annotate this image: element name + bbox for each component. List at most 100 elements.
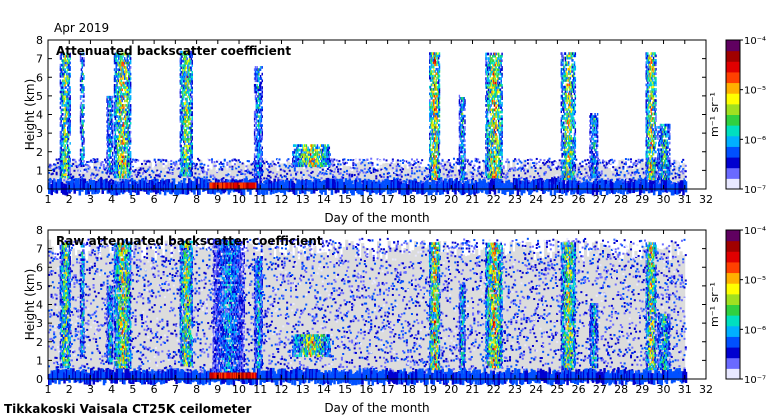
speckle-cell [270,165,273,168]
cloud-cell [62,108,65,112]
speckle-cell [144,177,147,180]
speckle-cell [202,166,205,169]
boundary-layer-cell [203,179,206,191]
speckle-cell [641,167,644,170]
speckle-cell [102,167,105,170]
speckle-cell [137,173,140,176]
footer-label: Tikkakoski Vaisala CT25K ceilometer [4,402,252,416]
boundary-layer-cell [58,179,61,191]
speckle-cell [526,170,529,173]
speckle-cell [272,171,275,174]
noise-cell [175,164,179,189]
speckle-cell [95,160,98,163]
speckle-cell [367,162,370,165]
boundary-layer-cell [175,184,178,196]
speckle-cell [129,182,132,185]
speckle-cell [73,169,76,172]
speckle-cell [84,168,87,171]
speckle-cell [402,162,405,165]
boundary-layer-cell [130,177,134,190]
noise-cell [191,166,195,189]
speckle-cell [172,162,175,165]
speckle-cell [237,176,240,179]
boundary-layer-cell [114,180,117,192]
speckle-cell [53,168,56,171]
speckle-cell [329,172,332,175]
speckle-cell [584,175,587,178]
noise-cell [448,167,452,189]
speckle-cell [78,173,81,176]
speckle-cell [538,161,541,164]
cloud-cell [83,92,85,96]
speckle-cell [632,176,635,179]
speckle-cell [157,175,160,178]
speckle-cell [287,158,290,161]
noise-cell [93,161,97,189]
noise-cell [602,166,606,189]
speckle-cell [452,163,455,166]
speckle-cell [91,160,94,163]
speckle-cell [537,163,540,166]
cloud-cell [69,95,71,98]
speckle-cell [402,168,405,171]
boundary-layer-cell [105,178,108,190]
speckle-cell [226,163,229,166]
speckle-cell [556,174,559,177]
boundary-layer-cell [115,184,118,196]
speckle-cell [616,169,619,172]
boundary-layer-cell [202,180,205,192]
speckle-cell [390,162,393,165]
boundary-layer-cell [134,181,138,193]
boundary-layer-cell [144,179,148,191]
boundary-layer-cell [67,180,70,193]
speckle-cell [240,169,243,172]
speckle-cell [162,159,165,162]
cloud-cell [69,175,71,179]
boundary-layer-cell [165,179,168,191]
speckle-cell [130,174,133,177]
boundary-layer-cell [109,182,112,194]
speckle-cell [368,167,371,170]
speckle-cell [296,171,299,174]
noise-cell [456,169,460,189]
speckle-cell [203,170,206,173]
speckle-cell [530,158,533,161]
speckle-cell [539,167,542,170]
speckle-cell [59,160,62,163]
speckle-cell [194,177,197,180]
boundary-layer-cell [133,179,136,191]
speckle-cell [289,173,292,176]
speckle-cell [477,170,480,173]
cloud-cell [69,164,71,168]
cloud-cell [129,104,132,107]
boundary-layer-cell [161,178,164,190]
cloud-cell [123,99,126,103]
speckle-cell [158,175,161,178]
speckle-cell [353,167,356,170]
speckle-cell [137,171,140,174]
speckle-cell [79,171,82,174]
speckle-cell [218,164,221,167]
speckle-cell [193,176,196,179]
noise-cell [262,159,267,189]
noise-cell [422,166,426,189]
speckle-cell [65,180,68,183]
speckle-cell [157,158,160,161]
speckle-cell [517,174,520,177]
speckle-cell [284,165,287,168]
noise-cell [549,162,553,189]
speckle-cell [361,161,364,164]
noise-cell [530,167,535,189]
speckle-cell [51,172,54,175]
speckle-cell [93,158,96,161]
speckle-cell [333,170,336,173]
boundary-layer-cell [73,182,76,194]
speckle-cell [76,165,79,168]
cloud-cell [129,137,132,141]
boundary-layer-cell [191,181,195,193]
speckle-cell [332,160,335,163]
speckle-cell [109,172,112,175]
noise-cell [74,162,78,189]
noise-cell [419,166,423,189]
noise-cell [270,160,275,189]
